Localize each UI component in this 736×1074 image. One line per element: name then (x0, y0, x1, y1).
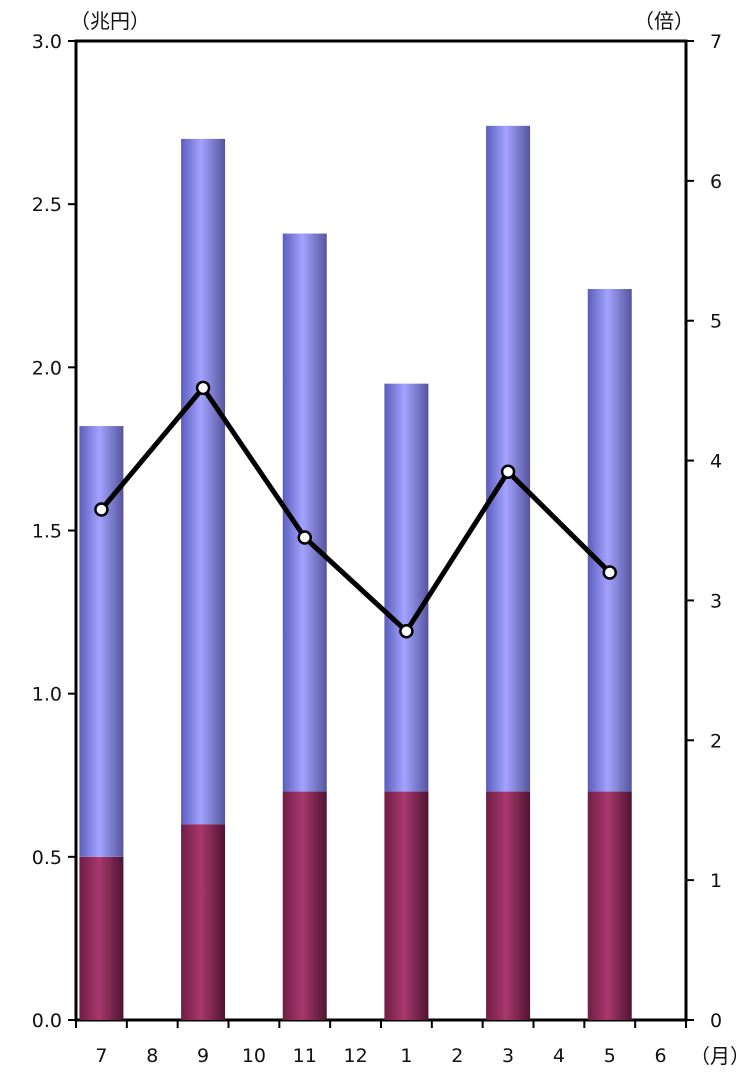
right-axis-tick-label: 6 (710, 171, 722, 193)
right-axis-tick-label: 3 (710, 590, 722, 612)
x-axis-tick-label: 3 (502, 1045, 514, 1067)
line-point (399, 623, 414, 639)
left-axis-unit: （兆円） (70, 9, 150, 33)
bar-bottom (384, 791, 429, 1020)
left-axis-tick-label: 3.0 (32, 31, 62, 53)
x-axis-unit: （月） (690, 1044, 736, 1068)
left-axis-tick-label: 1.0 (32, 684, 62, 706)
x-axis-tick-label: 7 (95, 1045, 107, 1067)
bar-top (486, 125, 531, 792)
bar-top (587, 289, 632, 792)
right-axis-tick-label: 1 (710, 870, 722, 892)
line-point (500, 464, 516, 480)
right-axis-unit: （倍） (634, 9, 694, 33)
bar-top (384, 383, 429, 792)
bars-group (79, 125, 632, 1020)
x-axis-tick-label: 12 (343, 1045, 367, 1067)
left-axis-tick-label: 2.0 (32, 357, 62, 379)
x-axis-tick-label: 11 (293, 1045, 317, 1067)
line-series (99, 385, 612, 634)
bar-top (79, 426, 124, 857)
line-point (195, 380, 211, 396)
bar-bottom (79, 856, 124, 1020)
x-axis-tick-label: 2 (451, 1045, 463, 1067)
line-point (94, 502, 109, 517)
bar-top (181, 138, 226, 825)
line-point (602, 565, 617, 580)
left-axis-tick-label: 1.5 (32, 521, 62, 543)
right-axis-tick-label: 5 (710, 311, 722, 333)
x-axis-tick-label: 10 (242, 1045, 266, 1067)
x-axis-tick-label: 4 (553, 1045, 565, 1067)
right-axis-tick-label: 7 (710, 31, 722, 53)
bar-bottom (486, 791, 531, 1020)
bar-bottom (181, 824, 226, 1020)
left-axis-tick-label: 2.5 (32, 194, 62, 216)
left-axis-tick-label: 0.0 (32, 1010, 62, 1032)
x-axis-tick-label: 9 (197, 1045, 209, 1067)
right-axis-tick-label: 2 (710, 730, 722, 752)
x-axis-tick-label: 8 (146, 1045, 158, 1067)
bar-bottom (587, 791, 632, 1020)
right-axis-tick-label: 0 (710, 1010, 722, 1032)
bar-bottom (282, 791, 327, 1020)
left-axis-tick-label: 0.5 (32, 847, 62, 869)
right-axis-tick-label: 4 (710, 451, 722, 473)
x-axis-tick-label: 5 (604, 1045, 616, 1067)
line-point (297, 530, 312, 545)
line-series-group (94, 380, 617, 639)
x-axis-tick-label: 6 (655, 1045, 667, 1067)
x-axis-tick-label: 1 (400, 1045, 412, 1067)
